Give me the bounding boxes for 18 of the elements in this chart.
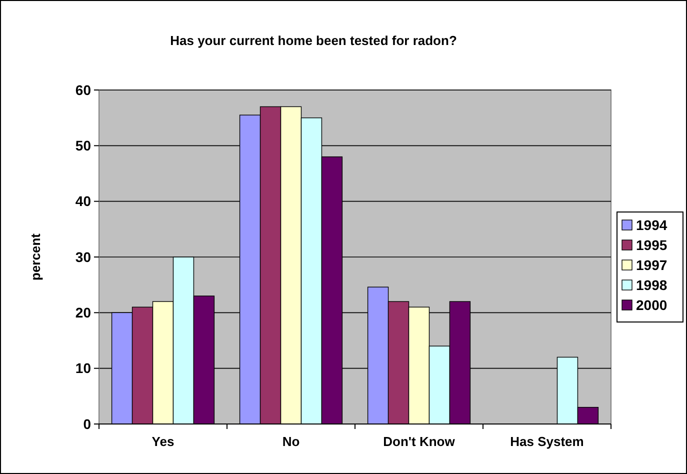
y-tick-label: 40 [75, 193, 92, 210]
x-tick-label: No [282, 434, 300, 449]
legend-label: 1994 [636, 216, 668, 233]
y-tick-label: 50 [75, 138, 92, 154]
x-tick-label: Don't Know [383, 434, 456, 449]
y-tick-label: 30 [75, 248, 92, 265]
legend-label: 1998 [636, 276, 668, 293]
y-tick-label: 0 [83, 416, 92, 432]
legend-label: 2000 [636, 296, 668, 313]
y-tick-label: 10 [75, 360, 92, 376]
legend-label: 1997 [636, 256, 668, 273]
y-tick-label: 60 [75, 82, 92, 98]
x-tick-label: Yes [152, 434, 174, 449]
legend-label: 1995 [636, 236, 668, 253]
x-tick-label: Has System [510, 434, 584, 449]
y-tick-label: 20 [75, 304, 92, 321]
y-axis-title: percent [28, 232, 43, 280]
chart-title: Has your current home been tested for radon? [170, 33, 457, 48]
